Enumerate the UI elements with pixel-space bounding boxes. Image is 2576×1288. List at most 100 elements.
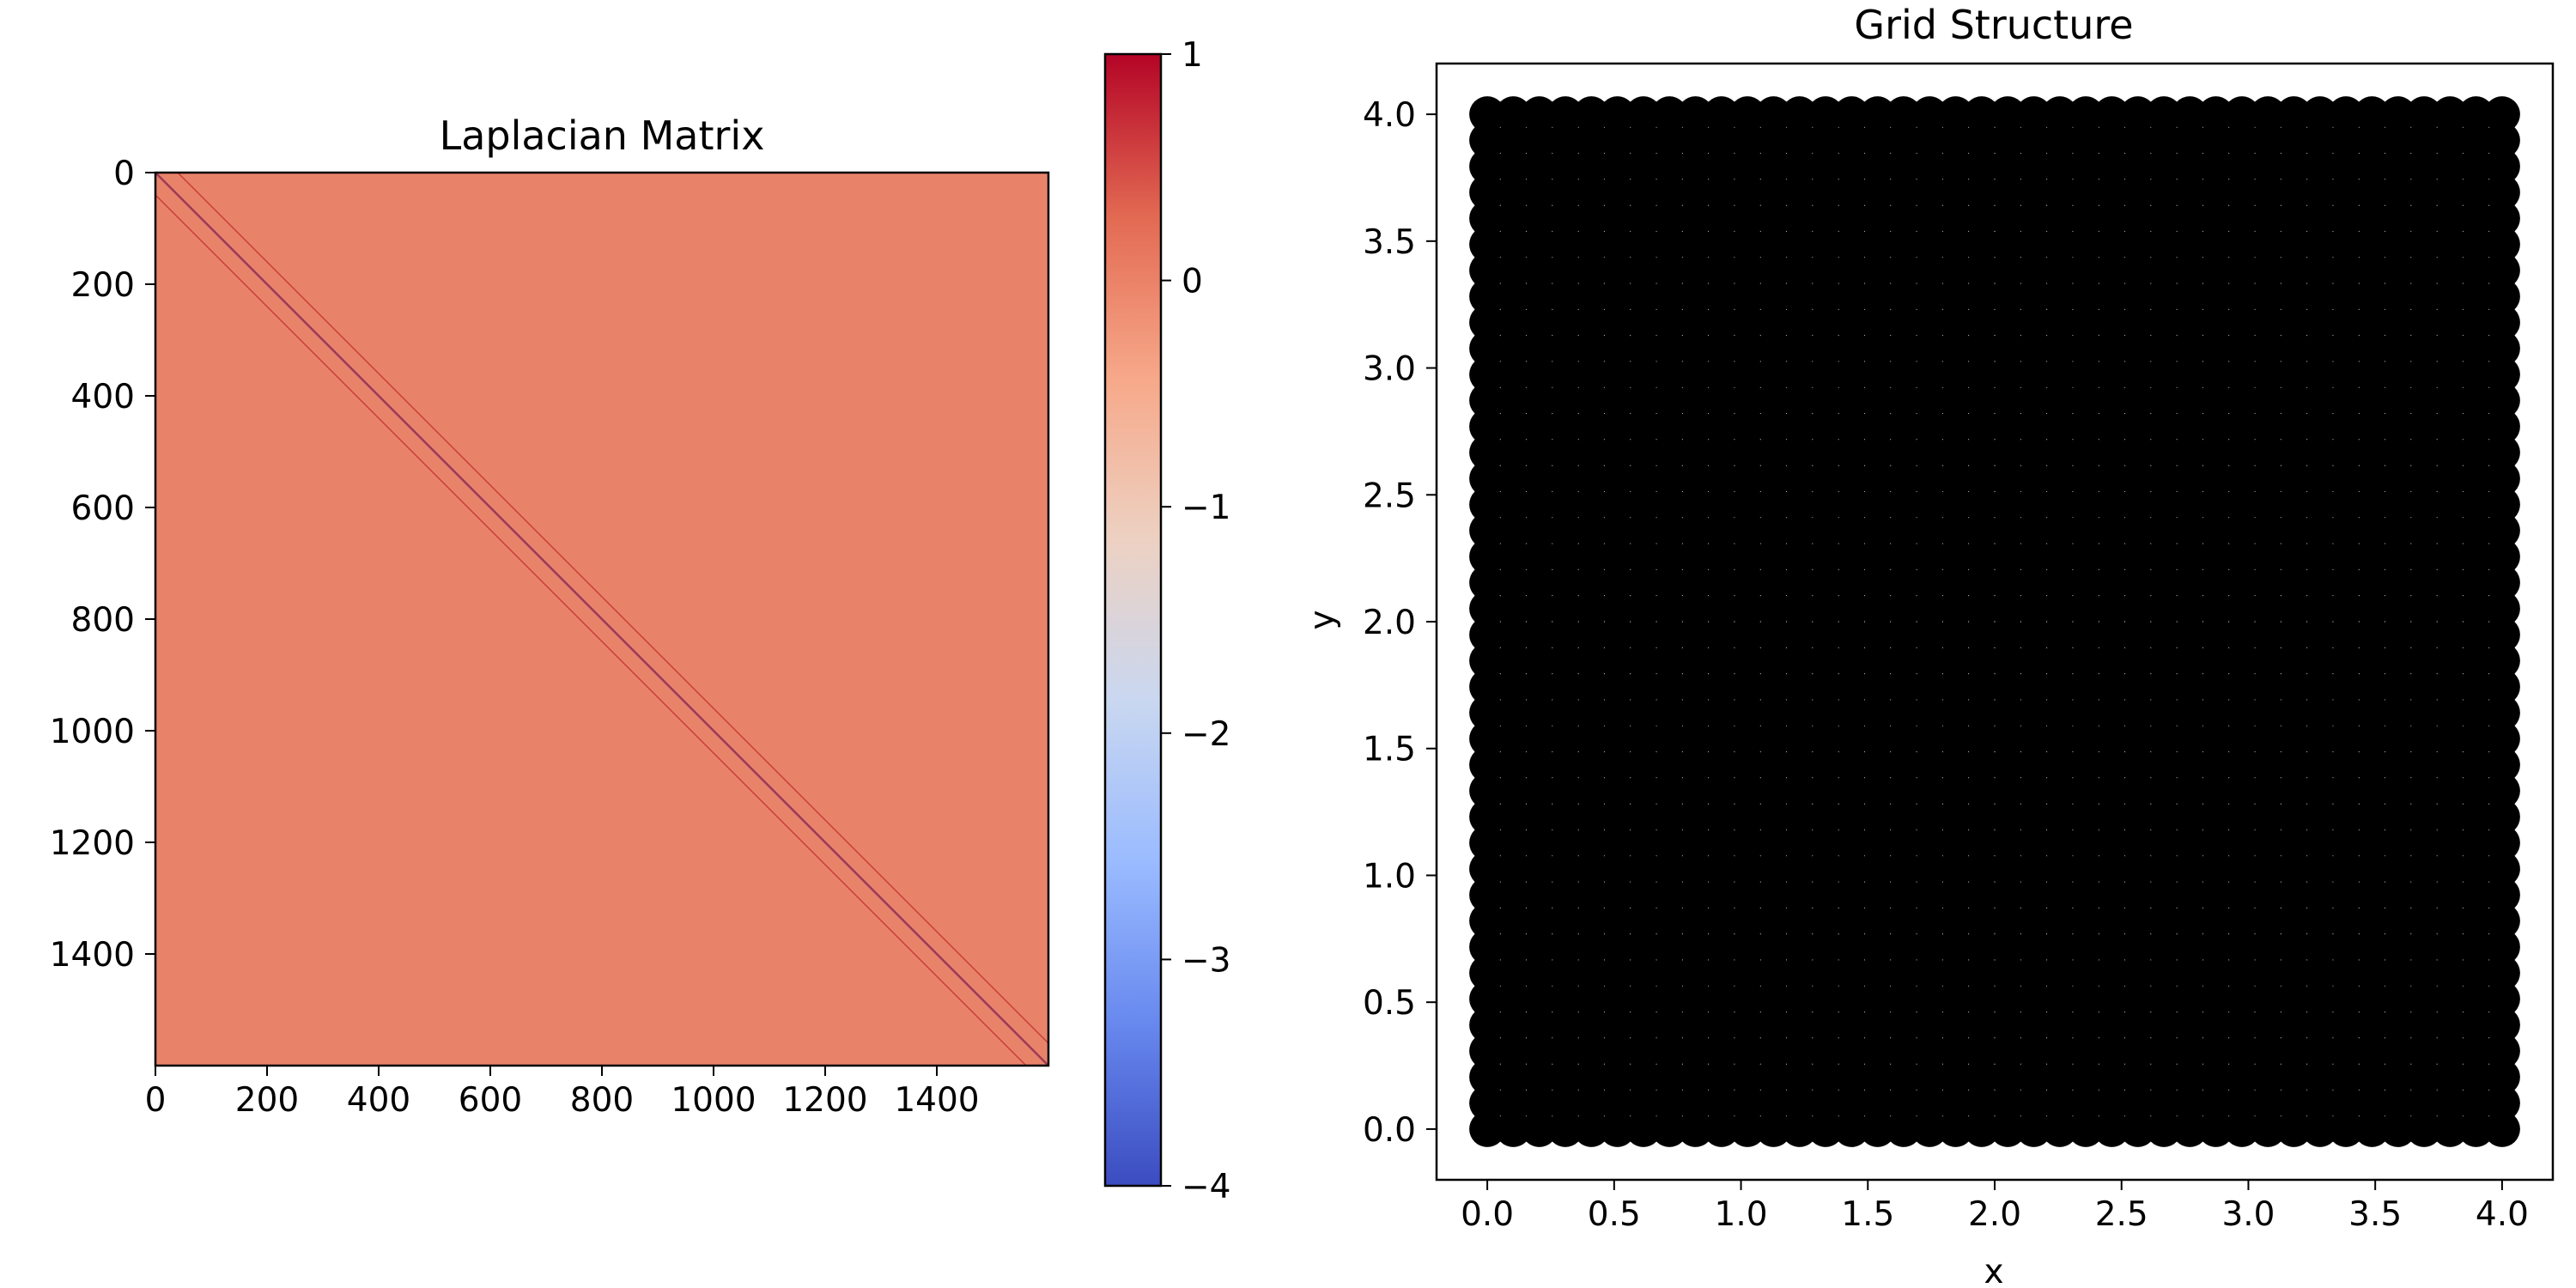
scatter-point: [1963, 928, 2000, 965]
scatter-point: [1807, 434, 1844, 471]
scatter-point: [2301, 902, 2338, 939]
scatter-point: [2146, 278, 2182, 315]
scatter-point: [2172, 200, 2208, 237]
scatter-point: [2328, 252, 2365, 289]
scatter-point: [2015, 434, 2052, 471]
scatter-point: [1495, 695, 1532, 732]
scatter-point: [1573, 1033, 1610, 1069]
scatter-point: [2197, 695, 2234, 732]
scatter-point: [2483, 304, 2520, 341]
scatter-point: [1703, 1084, 1740, 1121]
scatter-point: [2093, 955, 2130, 992]
scatter-point: [1547, 902, 1583, 939]
scatter-point: [2172, 512, 2208, 549]
scatter-point: [1521, 773, 1558, 809]
scatter-point: [2041, 200, 2078, 237]
scatter-point: [1495, 1059, 1532, 1096]
scatter-point: [1963, 512, 2000, 549]
scatter-point: [2432, 564, 2469, 601]
scatter-point: [1521, 668, 1558, 705]
scatter-point: [1963, 642, 2000, 679]
scatter-point: [1859, 226, 1896, 263]
scatter-point: [2406, 746, 2442, 783]
scatter-point: [2041, 1033, 2078, 1069]
heatmap-y-tick-label: 1200: [50, 824, 135, 863]
scatter-point: [1521, 174, 1558, 210]
scatter-point: [1521, 1033, 1558, 1069]
scatter-point: [2197, 617, 2234, 653]
scatter-point: [2354, 799, 2391, 835]
scatter-point: [2223, 928, 2260, 965]
scatter-point: [2483, 695, 2520, 732]
scatter-y-axis: 0.00.51.01.52.02.53.03.54.0: [1363, 96, 1437, 1150]
scatter-point: [1963, 122, 2000, 159]
scatter-point: [1651, 773, 1688, 809]
scatter-point: [1859, 304, 1896, 341]
scatter-point: [2301, 356, 2338, 393]
scatter-point: [2328, 122, 2365, 159]
scatter-point: [1781, 955, 1818, 992]
scatter-point: [2379, 122, 2416, 159]
scatter-point: [2197, 96, 2234, 133]
scatter-point: [1703, 668, 1740, 705]
scatter-point: [2223, 460, 2260, 497]
scatter-point: [1703, 720, 1740, 757]
scatter-point: [1521, 799, 1558, 835]
scatter-point: [1469, 928, 1506, 965]
heatmap-x-axis: 0 200 400 600 800 1000 1200 1400: [145, 1066, 980, 1120]
scatter-point: [1547, 799, 1583, 835]
scatter-point: [2301, 1110, 2338, 1147]
scatter-point: [1937, 512, 1974, 549]
scatter-point: [1651, 746, 1688, 783]
scatter-point: [2146, 746, 2182, 783]
scatter-point: [1833, 799, 1870, 835]
scatter-point: [1547, 1110, 1583, 1147]
scatter-point: [1859, 174, 1896, 210]
scatter-point: [1937, 746, 1974, 783]
scatter-point: [2275, 538, 2312, 575]
scatter-point: [2328, 590, 2365, 627]
scatter-point: [2172, 486, 2208, 523]
scatter-point: [1781, 642, 1818, 679]
scatter-point: [2458, 564, 2494, 601]
scatter-point: [1833, 330, 1870, 367]
scatter-point: [2197, 564, 2234, 601]
scatter-point: [2223, 174, 2260, 210]
colorbar-tick-label: −4: [1182, 1168, 1231, 1206]
scatter-point: [2483, 824, 2520, 861]
scatter-point: [1521, 356, 1558, 393]
scatter-point: [1885, 642, 1922, 679]
scatter-point: [1495, 668, 1532, 705]
scatter-point: [2093, 877, 2130, 914]
scatter-point: [2250, 720, 2287, 757]
scatter-point: [1729, 902, 1766, 939]
scatter-point: [2483, 1006, 2520, 1043]
scatter-point: [1599, 1033, 1636, 1069]
scatter-point: [2406, 460, 2442, 497]
scatter-point: [1990, 96, 2026, 133]
scatter-point: [1755, 330, 1792, 367]
scatter-point: [1469, 1084, 1506, 1121]
scatter-point: [2197, 538, 2234, 575]
scatter-point: [1703, 850, 1740, 887]
scatter-point: [1859, 850, 1896, 887]
scatter-point: [2093, 330, 2130, 367]
scatter-point: [2354, 1110, 2391, 1147]
scatter-point: [1833, 981, 1870, 1018]
scatter-point: [1807, 955, 1844, 992]
scatter-point: [1990, 850, 2026, 887]
scatter-point: [2015, 1084, 2052, 1121]
scatter-point: [1495, 278, 1532, 315]
scatter-point: [1677, 200, 1714, 237]
scatter-point: [1625, 955, 1662, 992]
scatter-point: [1469, 668, 1506, 705]
scatter-point: [2379, 773, 2416, 809]
scatter-point: [2483, 122, 2520, 159]
scatter-point: [2172, 538, 2208, 575]
scatter-point: [1547, 1006, 1583, 1043]
scatter-point: [1625, 1006, 1662, 1043]
scatter-point: [1547, 460, 1583, 497]
scatter-point: [2197, 122, 2234, 159]
laplacian-heatmap-panel: Laplacian Matrix 0 200 400 600 800 1000 1200 14…: [50, 112, 1050, 1120]
scatter-point: [1937, 850, 1974, 887]
